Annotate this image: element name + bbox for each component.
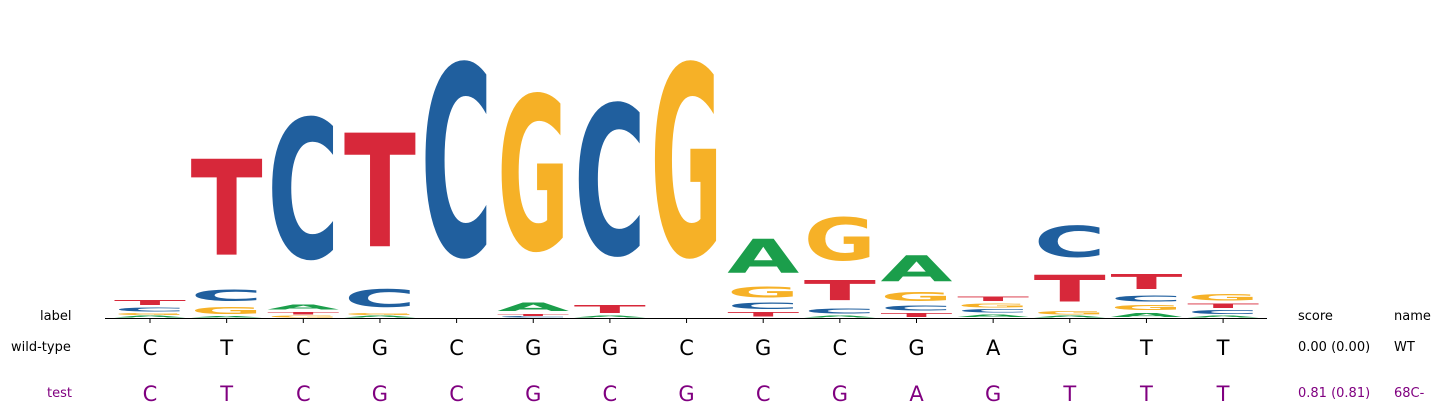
- logo-letter-t: T: [344, 102, 416, 283]
- logo-letter-c: C: [1110, 294, 1182, 303]
- row-test-label: test: [47, 386, 72, 401]
- logo-letter-a: A: [574, 315, 646, 318]
- logo-letter-g: G: [881, 290, 953, 305]
- logo-letter-c: C: [727, 301, 799, 311]
- sequence-base: G: [525, 382, 542, 406]
- logo-letter-g: G: [727, 284, 799, 301]
- sequence-base: C: [602, 382, 618, 406]
- sequence-base: G: [371, 336, 389, 360]
- logo-letter-g: G: [114, 313, 186, 316]
- sequence-base: T: [220, 382, 234, 406]
- row-wildtype-score: 0.00 (0.00): [1298, 340, 1371, 355]
- header-name: name: [1394, 309, 1431, 324]
- logo-letter-t: T: [497, 314, 569, 317]
- row-test-score: 0.81 (0.81): [1298, 386, 1371, 401]
- logo-letter-c: C: [804, 307, 876, 316]
- logo-letter-g: G: [1034, 310, 1106, 315]
- sequence-base: T: [1216, 336, 1230, 360]
- row-wildtype-label: wild-type: [11, 340, 71, 355]
- sequence-base: T: [1216, 382, 1230, 406]
- logo-letter-a: A: [114, 315, 186, 318]
- logo-letter-t: T: [1034, 267, 1106, 310]
- logo-letter-t: T: [957, 296, 1029, 303]
- sequence-base: T: [1140, 336, 1153, 360]
- logo-letter-t: T: [191, 133, 263, 286]
- logo-letter-a: A: [1034, 315, 1106, 318]
- header-score: score: [1298, 309, 1333, 324]
- logo-letter-a: A: [881, 249, 954, 290]
- logo-letter-c: C: [344, 284, 416, 313]
- sequence-base: C: [142, 336, 158, 360]
- logo-letter-t: T: [1110, 270, 1182, 294]
- logo-letter-t: T: [267, 311, 339, 315]
- logo-letter-g: G: [1187, 292, 1259, 302]
- logo-letter-a: A: [497, 300, 569, 314]
- logo-letter-g: G: [267, 315, 339, 318]
- sequence-base: G: [985, 382, 1002, 406]
- logo-letter-t: T: [727, 311, 799, 318]
- row-wildtype-name: WT: [1394, 340, 1415, 355]
- logo-letter-a: A: [344, 315, 416, 318]
- logo-letter-a: A: [1187, 315, 1259, 318]
- logo-letter-g: G: [191, 305, 263, 316]
- sequence-base: A: [909, 382, 924, 406]
- logo-letter-t: T: [804, 274, 876, 307]
- sequence-base: C: [832, 336, 848, 360]
- logo-letter-t: T: [1187, 303, 1259, 310]
- logo-letter-t: T: [574, 303, 646, 315]
- sequence-base: C: [449, 382, 464, 406]
- sequence-base: T: [1140, 382, 1153, 406]
- logo-letter-c: C: [421, 11, 493, 317]
- sequence-base: G: [371, 382, 389, 406]
- logo-letter-g: G: [1110, 303, 1182, 312]
- sequence-base: C: [295, 336, 311, 360]
- sequence-base: G: [525, 336, 542, 360]
- logo-letter-c: C: [1034, 218, 1106, 268]
- logo-letter-c: C: [191, 286, 263, 305]
- sequence-base: T: [220, 336, 234, 360]
- logo-letter-a: A: [957, 314, 1029, 318]
- sequence-base: G: [908, 336, 925, 360]
- logo-letter-a: A: [804, 315, 876, 318]
- sequence-base: C: [679, 336, 694, 360]
- logo-letter-g: G: [497, 54, 569, 300]
- sequence-base: C: [755, 382, 771, 406]
- sequence-base: G: [678, 382, 695, 406]
- logo-letter-c: C: [881, 304, 953, 312]
- logo-letter-g: G: [804, 206, 876, 275]
- logo-letter-a: A: [191, 316, 263, 318]
- logo-letter-c: C: [1187, 310, 1259, 316]
- sequence-base: C: [295, 382, 311, 406]
- logo-letter-g: G: [344, 313, 416, 316]
- logo-letter-a: A: [267, 303, 339, 311]
- logo-letter-a: A: [727, 230, 799, 284]
- sequence-base: T: [1063, 382, 1077, 406]
- row-test-name: 68C-: [1394, 386, 1425, 401]
- logo-letter-c: C: [267, 80, 339, 303]
- sequence-base: A: [985, 336, 1001, 360]
- sequence-base: C: [449, 336, 464, 360]
- sequence-base: G: [601, 336, 619, 360]
- header-label: label: [40, 309, 72, 324]
- sequence-base: G: [1061, 336, 1078, 360]
- logo-letter-t: T: [114, 299, 186, 307]
- logo-letter-t: T: [881, 312, 953, 318]
- sequence-base: C: [142, 382, 158, 406]
- sequence-base: G: [831, 382, 848, 406]
- logo-letter-c: C: [574, 64, 646, 304]
- logo-letter-g: G: [651, 12, 723, 318]
- logo-letter-g: G: [957, 303, 1029, 309]
- sequence-base: G: [755, 336, 772, 360]
- logo-letter-a: A: [1110, 312, 1182, 318]
- logo-letter-c: C: [114, 307, 186, 313]
- logo-letter-c: C: [957, 309, 1029, 314]
- logo-letter-c: C: [497, 316, 569, 318]
